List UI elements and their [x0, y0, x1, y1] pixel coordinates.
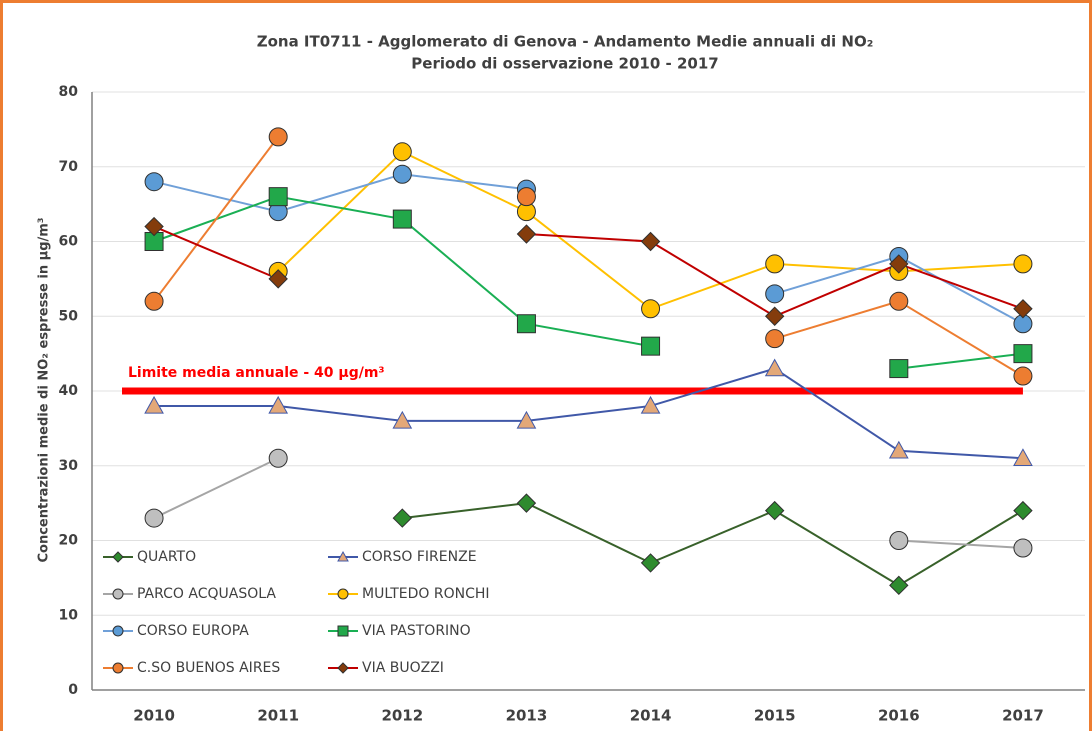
y-tick-label: 70	[59, 159, 79, 175]
chart-title: Zona IT0711 - Agglomerato di Genova - An…	[257, 33, 874, 51]
point	[392, 209, 412, 229]
legend-label: PARCO ACQUASOLA	[137, 586, 276, 602]
series-line	[277, 150, 1024, 310]
point	[1013, 344, 1033, 364]
point	[144, 216, 164, 237]
point	[640, 395, 661, 414]
point	[392, 508, 413, 528]
y-axis-label: Concentrazioni medie di NO₂ espresse in …	[37, 217, 52, 562]
point	[765, 284, 785, 304]
point	[337, 550, 349, 562]
point	[268, 395, 289, 414]
legend-label: VIA BUOZZI	[362, 660, 444, 676]
point	[516, 187, 536, 207]
legend-label: CORSO FIRENZE	[362, 549, 477, 565]
point	[889, 575, 909, 596]
chart-subtitle: Periodo di osservazione 2010 - 2017	[411, 55, 718, 73]
y-tick-label: 40	[59, 383, 79, 399]
point	[392, 410, 413, 429]
series-line	[153, 457, 1024, 549]
y-tick-label: 30	[59, 458, 79, 474]
point	[889, 291, 909, 311]
point	[641, 299, 661, 319]
x-tick-label: 2015	[754, 707, 796, 725]
y-tick-label: 0	[68, 682, 78, 698]
point	[765, 254, 785, 274]
point	[888, 440, 909, 459]
x-tick-label: 2014	[630, 707, 672, 725]
legend-label: CORSO EUROPA	[137, 623, 249, 639]
point	[889, 254, 909, 274]
point	[1013, 538, 1033, 558]
x-tick-label: 2013	[506, 707, 548, 725]
point	[765, 329, 785, 349]
series-line	[153, 195, 1024, 370]
point	[392, 164, 412, 184]
point	[112, 625, 124, 637]
y-tick-label: 60	[59, 234, 79, 250]
point	[1013, 500, 1033, 521]
y-tick-label: 80	[59, 84, 79, 100]
point	[144, 172, 164, 192]
point	[516, 493, 537, 513]
limit-label: Limite media annuale - 40 µg/m³	[128, 365, 385, 381]
y-tick-label: 20	[59, 533, 79, 549]
point	[764, 358, 785, 377]
point	[112, 588, 124, 600]
y-tick-label: 10	[59, 607, 79, 623]
x-tick-label: 2012	[381, 707, 423, 725]
point	[112, 662, 124, 674]
point	[1013, 254, 1033, 274]
x-tick-label: 2011	[257, 707, 299, 725]
point	[764, 500, 785, 521]
point	[268, 448, 288, 468]
point	[337, 588, 349, 600]
x-tick-label: 2017	[1002, 707, 1044, 725]
x-tick-label: 2010	[133, 707, 175, 725]
point	[889, 531, 909, 550]
point	[144, 508, 164, 528]
point	[516, 410, 537, 429]
legend-label: QUARTO	[137, 549, 196, 565]
point	[1013, 366, 1033, 386]
y-tick-label: 50	[59, 308, 79, 324]
point	[889, 359, 909, 379]
point	[144, 395, 164, 414]
point	[640, 553, 661, 573]
point	[144, 291, 164, 311]
legend-label: C.SO BUENOS AIRES	[137, 660, 280, 676]
point	[268, 187, 288, 207]
point	[1013, 448, 1033, 466]
point	[337, 662, 349, 674]
legend-label: MULTEDO RONCHI	[362, 586, 490, 602]
series-line	[154, 367, 1024, 460]
point	[516, 314, 536, 334]
point	[268, 269, 288, 289]
point	[112, 551, 124, 563]
point	[516, 224, 537, 244]
point	[268, 127, 288, 147]
point	[640, 231, 661, 252]
x-tick-label: 2016	[878, 707, 920, 725]
point	[1013, 299, 1033, 319]
legend-label: VIA PASTORINO	[362, 623, 471, 639]
point	[764, 306, 785, 326]
point	[641, 336, 661, 356]
series-line	[402, 502, 1024, 587]
point	[337, 625, 349, 637]
point	[392, 142, 412, 162]
